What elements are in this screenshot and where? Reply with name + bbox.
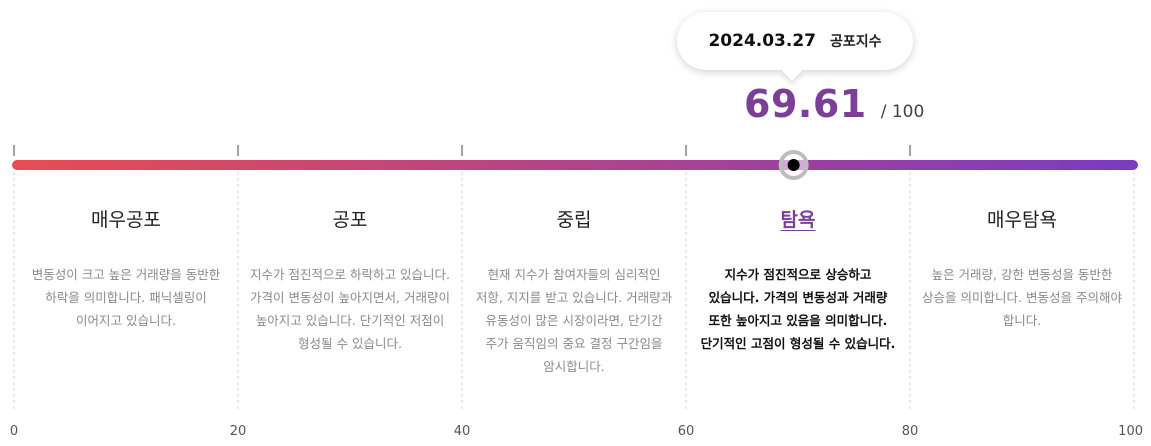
zone-description: 변동성이 크고 높은 거래량을 동반한 하락을 의미합니다. 패닉셀링이 이어지… bbox=[31, 267, 221, 328]
tooltip-date: 2024.03.27 bbox=[708, 31, 816, 51]
tick-label: 80 bbox=[901, 424, 919, 439]
tick-label: 20 bbox=[229, 424, 247, 439]
zone-name: 탐욕 bbox=[780, 209, 816, 231]
tooltip-label: 공포지수 bbox=[830, 34, 882, 50]
tick-label: 100 bbox=[1118, 424, 1143, 439]
tick-label: 40 bbox=[453, 424, 471, 439]
zone-description: 높은 거래량, 강한 변동성을 동반한 상승을 의미합니다. 변동성을 주의해야… bbox=[922, 267, 1122, 328]
zone-description: 지수가 점진적으로 하락하고 있습니다. 가격이 변동성이 높아지면서, 거래량… bbox=[250, 267, 450, 351]
zone-name: 공포 bbox=[332, 209, 368, 231]
zone-name: 매우공포 bbox=[91, 209, 161, 231]
score-value: 69.61 bbox=[744, 82, 867, 126]
zone-description: 지수가 점진적으로 상승하고 있습니다. 가격의 변동성과 거래량 또한 높아지… bbox=[700, 267, 896, 351]
score-readout: 69.61 / 100 bbox=[744, 82, 924, 126]
zone-description: 현재 지수가 참여자들의 심리적인 저항, 지지를 받고 있습니다. 거래량과 … bbox=[475, 267, 673, 374]
tick-label: 0 bbox=[9, 424, 19, 439]
value-marker bbox=[787, 159, 800, 171]
score-max: / 100 bbox=[880, 102, 925, 122]
gauge-bar bbox=[12, 160, 1138, 170]
zone-name: 매우탐욕 bbox=[987, 209, 1057, 231]
tick-label: 60 bbox=[677, 424, 695, 439]
date-tooltip: 2024.03.27 공포지수 bbox=[677, 12, 913, 70]
zone-name: 중립 bbox=[556, 209, 592, 231]
